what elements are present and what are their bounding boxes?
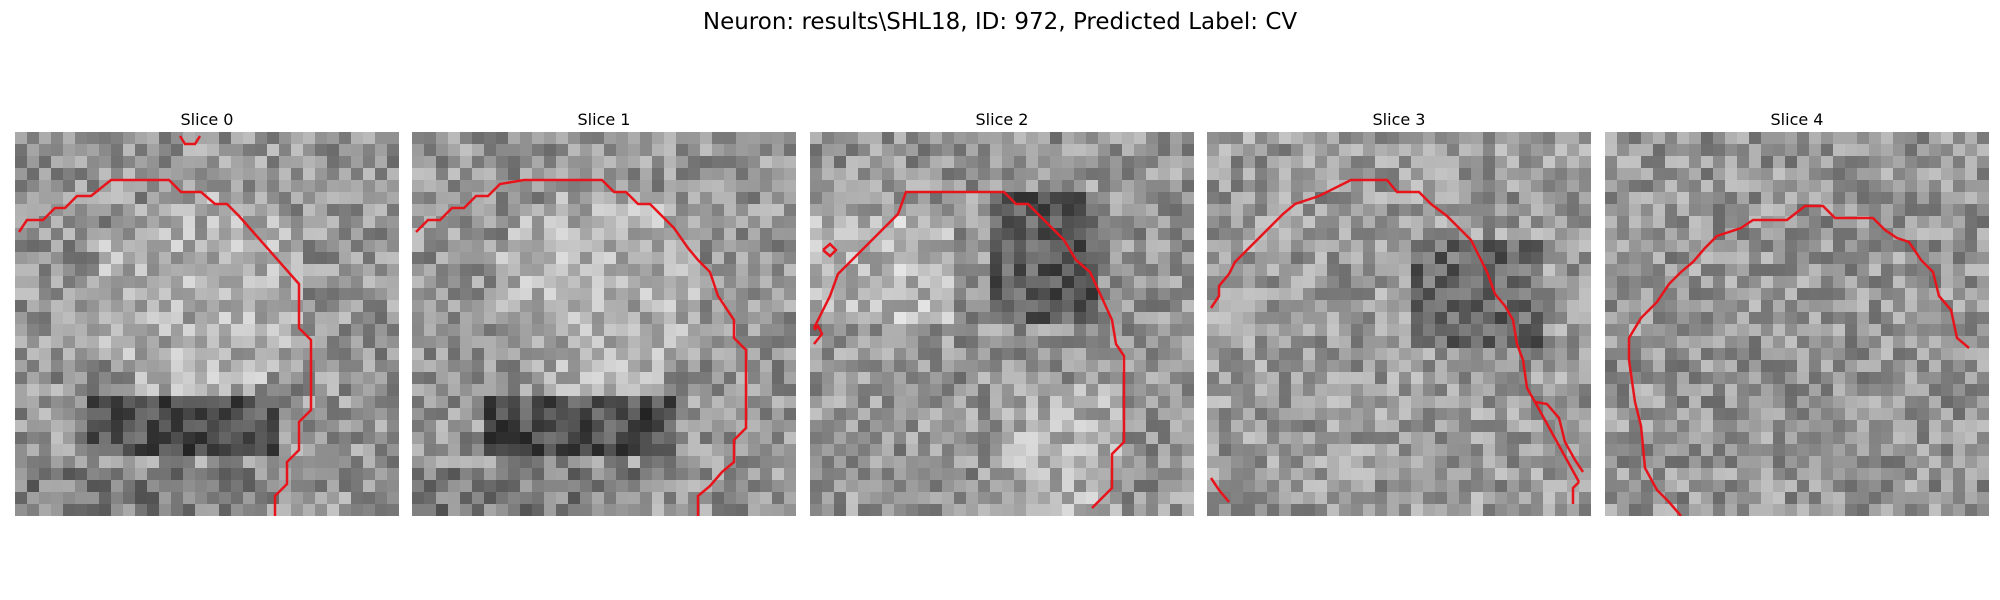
slice-image: [810, 132, 1194, 516]
slice-image: [412, 132, 796, 516]
slice-title: Slice 4: [1770, 110, 1824, 129]
slice-panel-2: Slice 2: [810, 108, 1194, 516]
grayscale-heatmap: [1605, 132, 1989, 516]
roi-contour: [1209, 178, 1585, 504]
slice-title: Slice 2: [975, 110, 1029, 129]
slice-title: Slice 0: [180, 110, 234, 129]
slice-image: [1207, 132, 1591, 516]
slice-image: [1605, 132, 1989, 516]
slice-image: [15, 132, 399, 516]
slice-panel-0: Slice 0: [15, 108, 399, 516]
grayscale-heatmap: [810, 132, 1194, 516]
slice-panel-1: Slice 1: [412, 108, 796, 516]
roi-contour: [812, 190, 1126, 509]
roi-contour: [1627, 204, 1970, 516]
roi-contour: [415, 178, 748, 516]
slice-title: Slice 1: [577, 110, 631, 129]
figure-title: Neuron: results\SHL18, ID: 972, Predicte…: [702, 9, 1298, 35]
slice-panel-3: Slice 3: [1207, 108, 1591, 516]
slice-panel-4: Slice 4: [1605, 108, 1989, 516]
slice-title: Slice 3: [1372, 110, 1426, 129]
grayscale-heatmap: [1207, 132, 1591, 516]
roi-contour: [17, 135, 313, 516]
